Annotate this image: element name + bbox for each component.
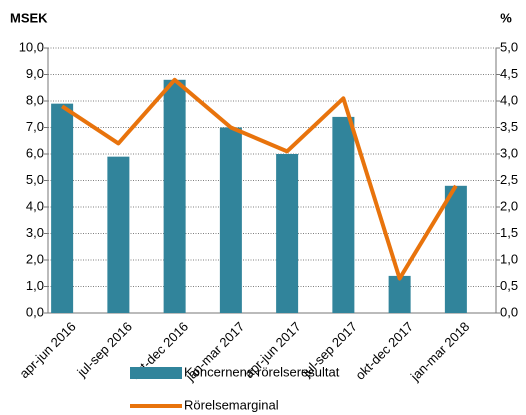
y2-axis-title: % <box>500 10 512 25</box>
y-tick-label: 8,0 <box>26 92 44 107</box>
y2-tick-label: 0,5 <box>500 278 518 293</box>
y2-tick-label: 1,0 <box>500 251 518 266</box>
legend-label: Rörelsemarginal <box>184 397 279 412</box>
y-tick-label: 7,0 <box>26 119 44 134</box>
y2-tick-label: 2,5 <box>500 172 518 187</box>
y-axis-title: MSEK <box>10 10 48 25</box>
x-tick-label: apr-jun 2016 <box>16 319 78 381</box>
bar <box>276 154 299 313</box>
bar <box>51 103 74 314</box>
y2-tick-label: 1,5 <box>500 225 518 240</box>
line <box>61 77 458 281</box>
y-tick-label: 5,0 <box>26 172 44 187</box>
bar <box>332 116 355 314</box>
y-tick-label: 0,0 <box>26 304 44 319</box>
bar <box>163 79 186 313</box>
y2-tick-label: 0,0 <box>500 304 518 319</box>
y2-tick-label: 3,0 <box>500 145 518 160</box>
bar <box>444 185 467 313</box>
y-tick-label: 1,0 <box>26 278 44 293</box>
x-tick-label: jan-mar 2018 <box>407 319 472 384</box>
y2-tick-label: 2,0 <box>500 198 518 213</box>
y-tick-label: 9,0 <box>26 66 44 81</box>
y2-tick-label: 3,5 <box>500 119 518 134</box>
y-tick-label: 3,0 <box>26 225 44 240</box>
y-tick-label: 4,0 <box>26 198 44 213</box>
bar <box>219 127 242 313</box>
bar <box>388 275 411 313</box>
y2-tick-label: 5,0 <box>500 39 518 54</box>
x-tick-label: jul-sep 2016 <box>74 319 135 380</box>
y2-tick-label: 4,0 <box>500 92 518 107</box>
y-tick-label: 2,0 <box>26 251 44 266</box>
bar <box>107 156 130 313</box>
y-tick-label: 6,0 <box>26 145 44 160</box>
y-tick-label: 10,0 <box>19 39 44 54</box>
legend-swatch <box>130 367 182 379</box>
legend-label: Koncernens rörelseresultat <box>184 364 340 379</box>
y2-tick-label: 4,5 <box>500 66 518 81</box>
